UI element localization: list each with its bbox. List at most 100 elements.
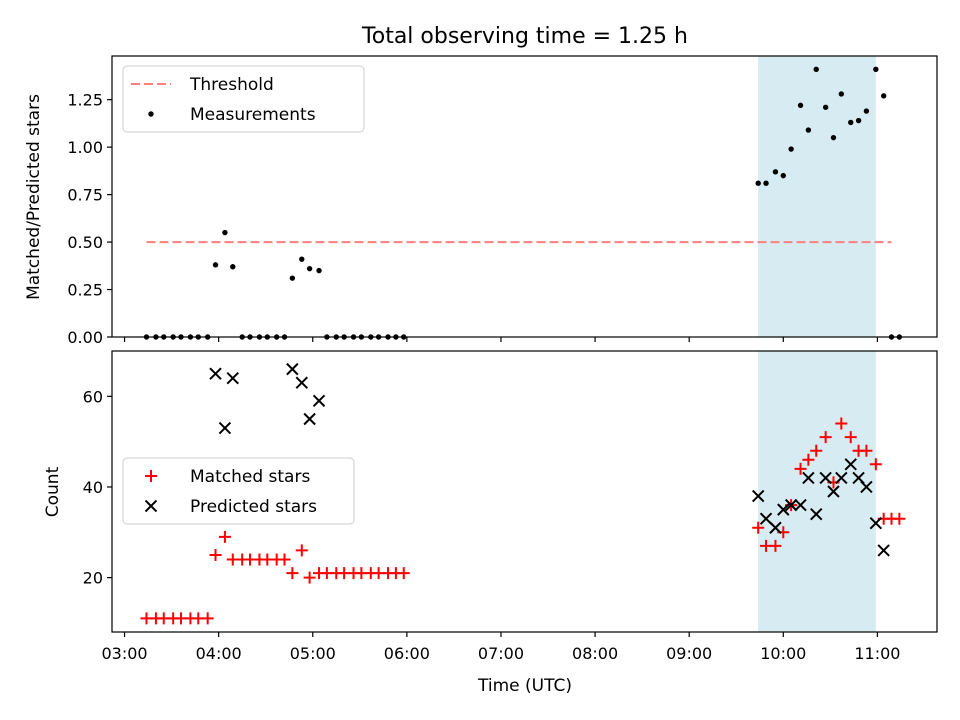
matched-stars-point [278, 553, 291, 566]
matched-stars-point [303, 571, 316, 584]
measurement-point [873, 66, 879, 72]
matched-stars-point [869, 458, 882, 471]
predicted-stars-point [312, 394, 326, 408]
x-tick-label: 08:00 [572, 644, 618, 663]
legend-matched-swatch [145, 470, 157, 482]
predicted-stars-point [802, 471, 815, 485]
matched-stars-point [810, 444, 823, 457]
legend-measurement-swatch [148, 111, 154, 117]
chart-title: Total observing time = 1.25 h [361, 24, 688, 49]
predicted-stars-point [209, 367, 222, 380]
matched-stars-point [819, 431, 832, 444]
measurement-point [212, 262, 219, 268]
predicted-stars-point [784, 498, 798, 512]
observing-window-span [758, 56, 876, 337]
predicted-stars-point [860, 480, 873, 494]
predicted-stars-point [844, 458, 857, 471]
predicted-stars-point [827, 485, 840, 498]
matched-stars-point [844, 431, 857, 444]
measurement-point [838, 91, 845, 97]
matched-stars-point [295, 544, 308, 557]
measurement-point [797, 102, 804, 109]
measurement-point [830, 134, 837, 141]
x-tick-label: 04:00 [196, 644, 242, 663]
predicted-stars-point [759, 512, 773, 525]
legend-box [122, 65, 365, 133]
matched-stars-point [752, 521, 765, 534]
matched-stars-point [209, 548, 222, 561]
legend-box [122, 457, 355, 525]
matched-stars-point [769, 539, 782, 552]
measurement-point [289, 275, 296, 281]
x-tick-label: 07:00 [478, 644, 524, 663]
predicted-stars-point [794, 498, 807, 512]
legend-label: Threshold [189, 75, 274, 95]
measurement-point [848, 119, 854, 126]
predicted-stars-point [303, 412, 316, 426]
x-tick-label: 11:00 [854, 644, 900, 663]
matched-stars-point [802, 453, 815, 466]
predicted-stars-point [810, 507, 823, 521]
observing-window-span [758, 351, 876, 632]
matched-stars-point [397, 567, 410, 580]
bottom-y-axis-label: Count [43, 466, 63, 517]
x-axis-label: Time (UTC) [477, 676, 572, 696]
axes-frame [111, 350, 938, 633]
x-tick-label: 10:00 [760, 644, 806, 663]
y-tick-label: 20 [83, 569, 103, 588]
predicted-stars-point [877, 544, 890, 557]
measurement-point [855, 117, 862, 124]
x-tick-label: 03:00 [101, 644, 147, 663]
x-tick-label: 09:00 [666, 644, 712, 663]
y-tick-label: 0.50 [67, 233, 103, 252]
predicted-stars-point [286, 362, 299, 376]
measurement-point [772, 169, 779, 175]
measurement-point [780, 172, 786, 179]
measurement-point [755, 180, 761, 186]
measurement-point [316, 267, 322, 274]
y-tick-label: 0.75 [67, 186, 103, 205]
measurement-point [880, 93, 887, 99]
measurement-point [230, 264, 236, 270]
matched-stars-point [835, 417, 848, 430]
legend-label: Predicted stars [190, 497, 317, 517]
measurement-point [822, 104, 829, 110]
predicted-stars-point [777, 503, 790, 516]
x-tick-label: 05:00 [290, 644, 336, 663]
y-tick-label: 0.25 [67, 281, 103, 300]
measurement-point [306, 265, 313, 272]
bottom-panel: 20 40 60 03:00 04:00 05:00 06:00 07:00 08:00 09:0… [83, 350, 938, 663]
predicted-stars-point [295, 376, 308, 389]
y-tick-label: 0.00 [67, 328, 103, 347]
predicted-stars-point [226, 371, 239, 385]
top-panel: 0.00 0.25 0.50 0.75 1.00 1.25 Threshold Measure… [67, 55, 938, 347]
legend-label: Measurements [190, 105, 316, 125]
matched-stars-point [794, 462, 807, 475]
matched-stars-point [860, 444, 873, 457]
matched-stars-point [201, 612, 214, 625]
predicted-stars-point [769, 521, 782, 534]
top-y-axis-label: Matched/Predicted stars [24, 94, 44, 300]
axes-frame [111, 55, 938, 338]
measurement-point [813, 66, 819, 72]
measurement-point [763, 180, 769, 186]
measurement-point [788, 146, 794, 152]
x-tick-label: 06:00 [384, 644, 430, 663]
matched-stars-point [286, 567, 299, 580]
legend-predicted-swatch [144, 499, 158, 513]
predicted-stars-point [218, 421, 232, 435]
measurement-point [805, 127, 812, 133]
predicted-stars-point [835, 471, 848, 485]
measurement-point [222, 229, 228, 236]
y-tick-label: 1.00 [67, 138, 103, 157]
matched-stars-point [218, 530, 231, 543]
predicted-stars-point [751, 489, 765, 503]
y-tick-label: 1.25 [67, 91, 103, 110]
matched-stars-point [893, 512, 906, 525]
legend-label: Matched stars [190, 467, 310, 487]
measurement-point [299, 256, 305, 262]
measurement-point [863, 108, 870, 114]
y-tick-label: 40 [83, 478, 103, 497]
predicted-stars-point [819, 471, 832, 485]
